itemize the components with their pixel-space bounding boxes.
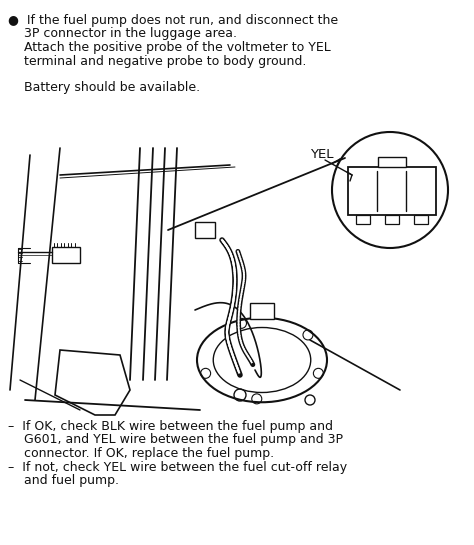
Text: 3P connector in the luggage area.: 3P connector in the luggage area. (8, 27, 237, 40)
FancyBboxPatch shape (250, 303, 274, 319)
FancyBboxPatch shape (385, 215, 399, 224)
Circle shape (332, 132, 448, 248)
FancyBboxPatch shape (195, 222, 215, 238)
Text: ●  If the fuel pump does not run, and disconnect the: ● If the fuel pump does not run, and dis… (8, 14, 338, 27)
FancyBboxPatch shape (378, 157, 406, 167)
Text: YEL: YEL (310, 148, 334, 161)
FancyBboxPatch shape (348, 167, 436, 215)
Text: Battery should be available.: Battery should be available. (8, 82, 200, 94)
FancyBboxPatch shape (52, 247, 80, 263)
FancyBboxPatch shape (414, 215, 428, 224)
Text: –  If OK, check BLK wire between the fuel pump and: – If OK, check BLK wire between the fuel… (8, 420, 333, 433)
FancyBboxPatch shape (356, 215, 370, 224)
Text: Attach the positive probe of the voltmeter to YEL: Attach the positive probe of the voltmet… (8, 41, 331, 54)
Text: connector. If OK, replace the fuel pump.: connector. If OK, replace the fuel pump. (8, 447, 274, 460)
Text: G601, and YEL wire between the fuel pump and 3P: G601, and YEL wire between the fuel pump… (8, 433, 343, 446)
Text: –  If not, check YEL wire between the fuel cut-off relay: – If not, check YEL wire between the fue… (8, 461, 347, 474)
Text: and fuel pump.: and fuel pump. (8, 474, 119, 487)
Text: terminal and negative probe to body ground.: terminal and negative probe to body grou… (8, 54, 306, 68)
